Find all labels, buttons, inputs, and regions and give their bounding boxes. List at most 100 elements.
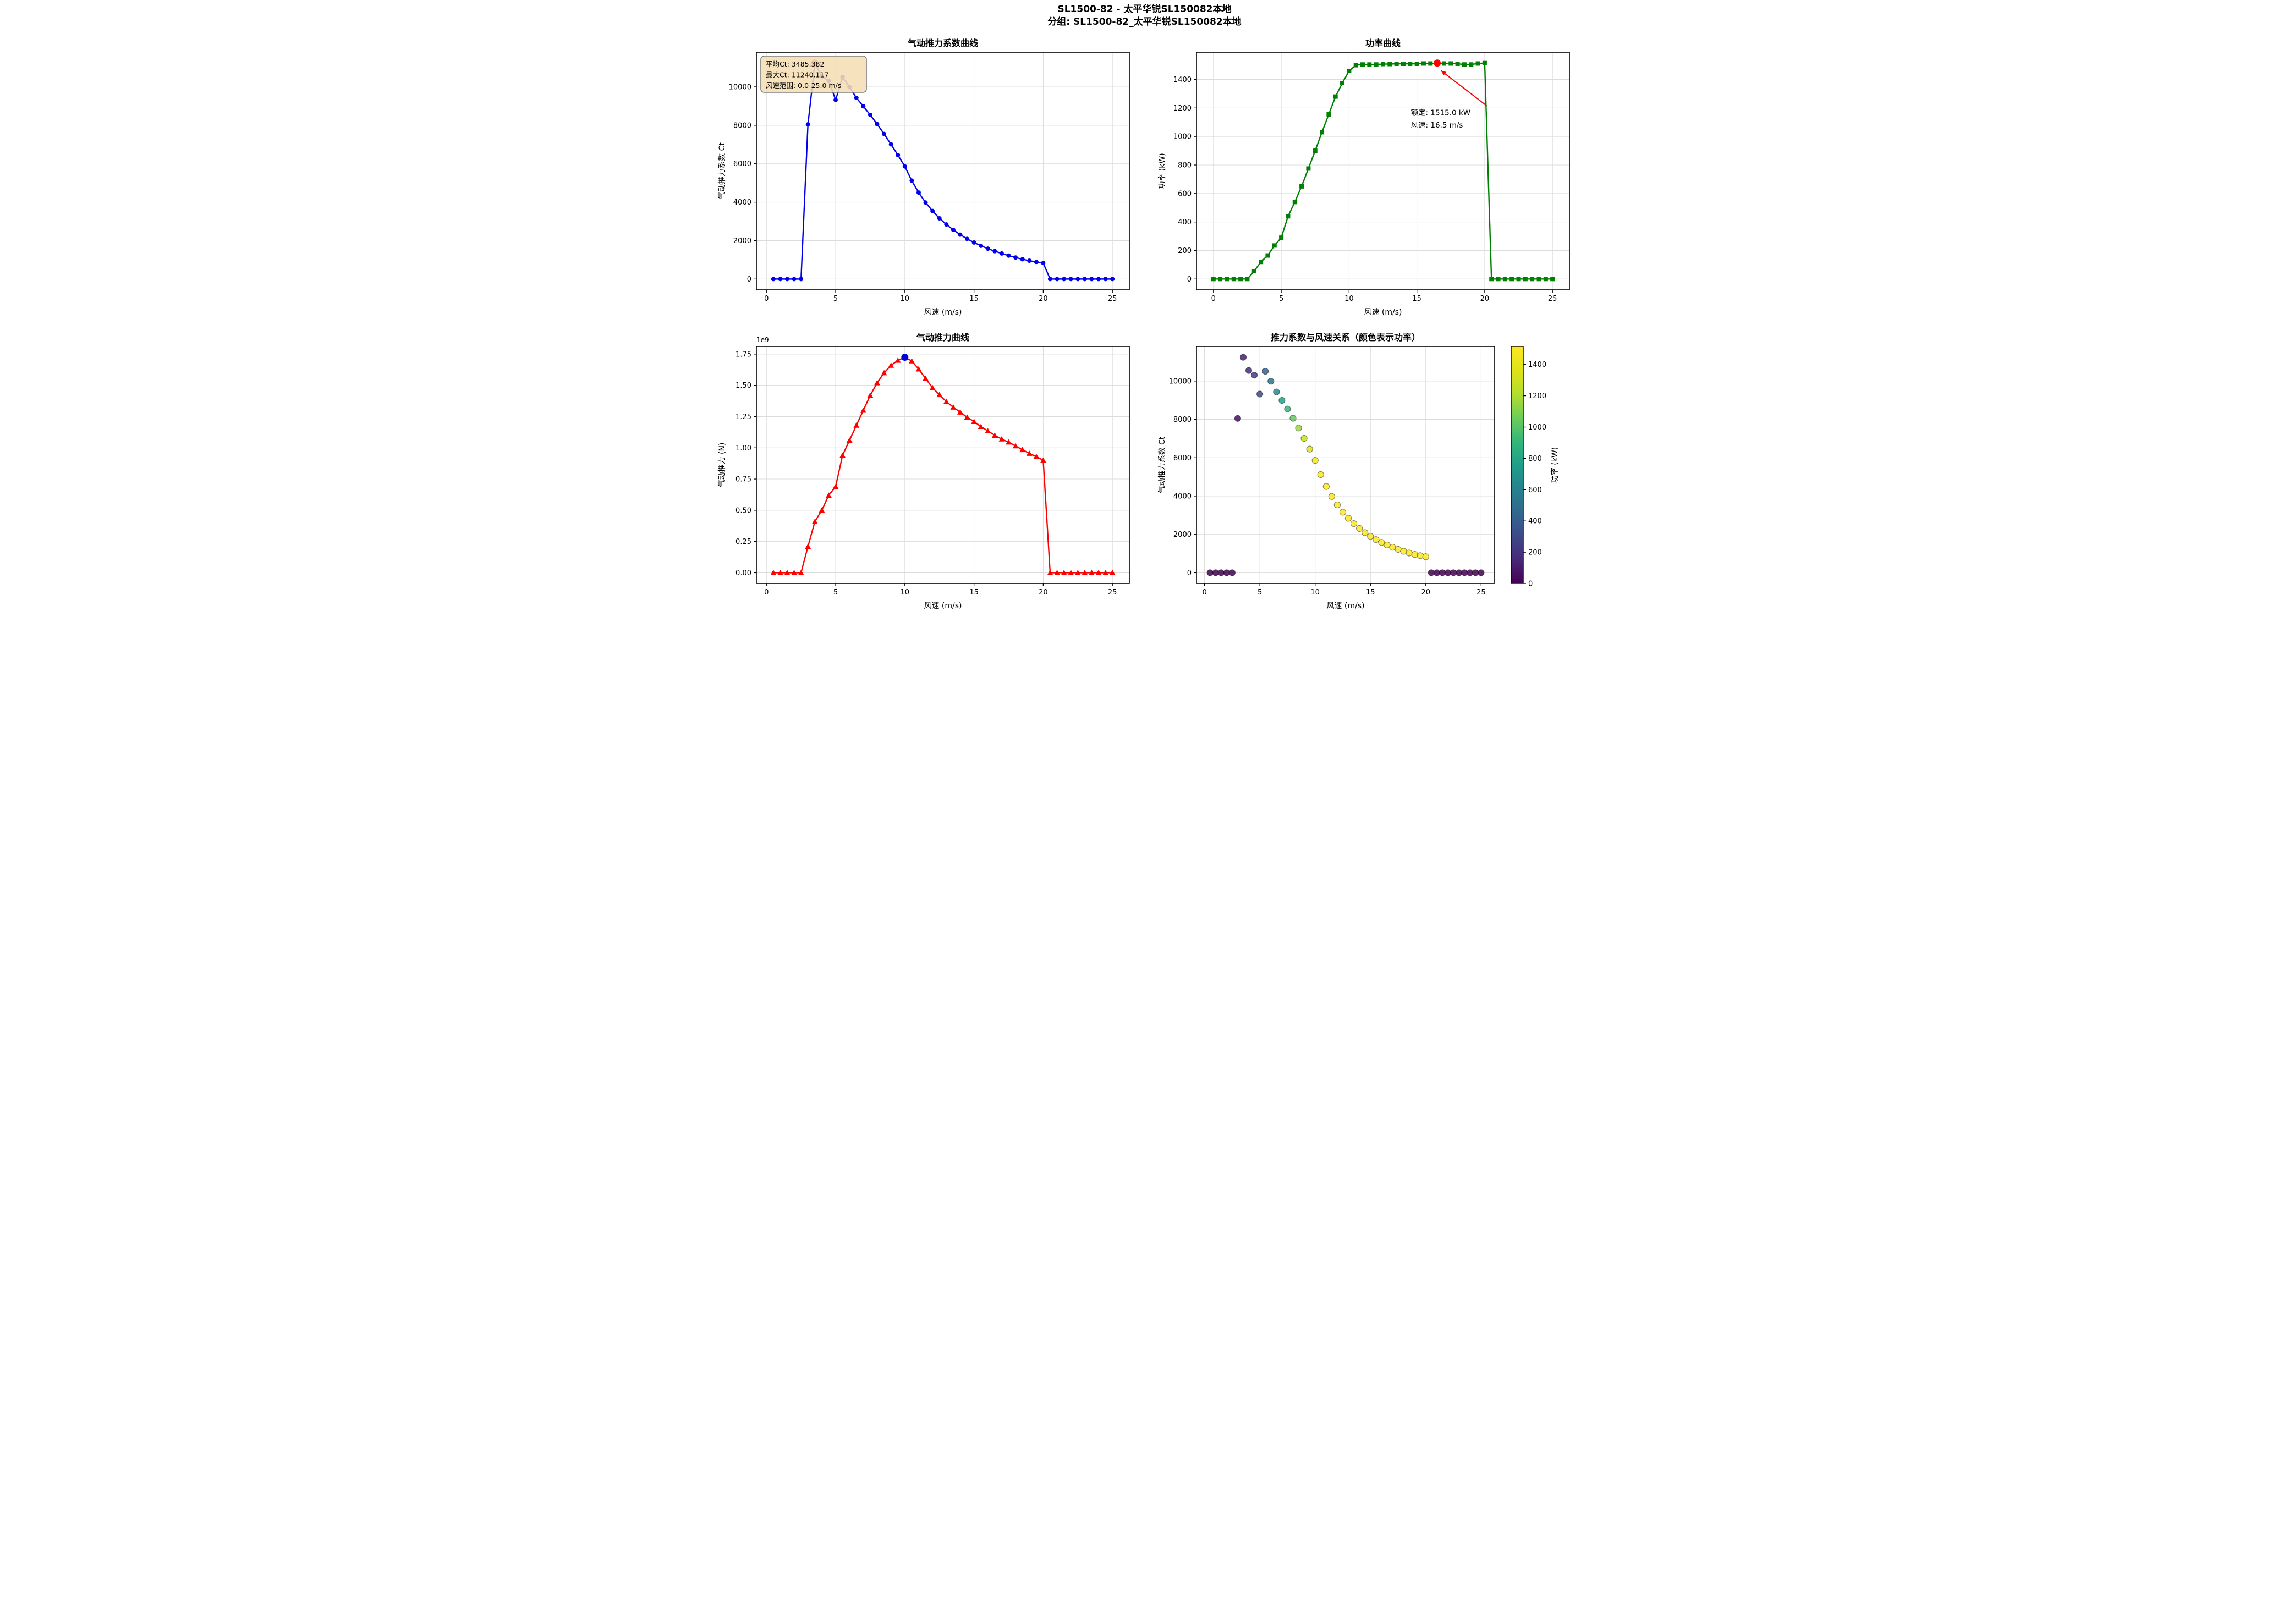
scatter-point (1388, 543, 1396, 551)
info-box-line: 平均Ct: 3485.382 (766, 60, 824, 68)
svg-text:0: 0 (1202, 588, 1206, 597)
ticks-ct_vs_wind_scatter (1193, 381, 1481, 586)
scatter-point (1399, 548, 1407, 555)
scatter-point (1361, 529, 1368, 536)
xlabel-ct_vs_wind_scatter: 风速 (m/s) (1326, 602, 1364, 610)
scatter-point (1422, 553, 1429, 560)
svg-text:10: 10 (900, 295, 909, 303)
scatter-point (1339, 509, 1346, 516)
svg-text:400: 400 (1178, 218, 1192, 227)
svg-text:0.25: 0.25 (735, 538, 751, 546)
rated-label-line2: 风速: 16.5 m/s (1410, 121, 1463, 130)
spines-ct_vs_wind_scatter (1195, 346, 1495, 584)
svg-text:200: 200 (1178, 247, 1192, 255)
title-ct_vs_wind_scatter: 推力系数与风速关系（颜色表示功率） (1270, 332, 1420, 343)
scatter-point (1245, 367, 1252, 374)
svg-text:20: 20 (1039, 295, 1048, 303)
suptitle-line2: 分组: SL1500-82_太平华锐SL150082本地 (1047, 16, 1242, 27)
svg-text:1000: 1000 (1173, 133, 1191, 141)
scatter-point (1250, 371, 1258, 379)
spines-power_curve (1195, 52, 1570, 290)
suptitle-line1: SL1500-82 - 太平华锐SL150082本地 (1057, 4, 1232, 15)
scatter-point (1328, 493, 1335, 500)
scatter-point (1272, 388, 1280, 395)
scatter-point (1372, 536, 1379, 543)
title-ct_curve: 气动推力系数曲线 (907, 38, 978, 48)
svg-text:4000: 4000 (1173, 492, 1191, 500)
svg-text:25: 25 (1107, 588, 1117, 597)
svg-text:4000: 4000 (733, 199, 751, 207)
title-power_curve: 功率曲线 (1365, 38, 1400, 48)
colorbar-label: 功率 (kW) (1550, 447, 1560, 483)
scatter-point (1294, 425, 1302, 432)
grid-thrust_curve (756, 346, 1129, 583)
ticks-power_curve (1193, 79, 1553, 293)
svg-text:0.00: 0.00 (735, 569, 751, 577)
colorbar-tick: 0 (1528, 580, 1533, 588)
scatter-point (1300, 434, 1308, 442)
ylabel-power_curve: 功率 (kW) (1157, 153, 1167, 189)
scatter-point (1477, 569, 1485, 576)
tick-labels-ct_curve: 0 5 10 15 20 25 0 2000 4000 6000 8000 10000 (728, 83, 1117, 303)
svg-text:800: 800 (1178, 161, 1192, 169)
series-ct_curve (771, 60, 1115, 282)
svg-text:5: 5 (1257, 588, 1261, 597)
chart-ct_vs_wind_scatter: 0 5 10 15 20 250200040006000800010000推力系数与风速关… (1158, 332, 1560, 610)
colorbar-tick: 400 (1528, 518, 1542, 526)
scatter-point (1267, 378, 1274, 385)
rated-label-line1: 额定: 1515.0 kW (1410, 108, 1470, 117)
scatter-point (1317, 471, 1324, 478)
ticks-thrust_curve (753, 354, 1113, 586)
colorbar: 0 200 400 600 800 1000 1200 1400 功率 (kW) (1510, 346, 1560, 588)
svg-text:25: 25 (1547, 295, 1557, 303)
info-box: 平均Ct: 3485.382 最大Ct: 11240.117 风速范围: 0.0-2… (760, 56, 867, 93)
svg-text:6000: 6000 (1173, 454, 1191, 463)
svg-text:15: 15 (969, 295, 979, 303)
spines-ct_curve (755, 52, 1130, 290)
svg-text:600: 600 (1178, 190, 1192, 198)
svg-text:1.50: 1.50 (735, 382, 751, 390)
svg-text:2000: 2000 (733, 237, 751, 245)
spines-thrust_curve (755, 346, 1130, 584)
scatter-point (1333, 501, 1341, 509)
ticks-ct_curve (753, 86, 1113, 293)
svg-text:10: 10 (900, 588, 909, 597)
scatter-point (1228, 569, 1236, 576)
svg-text:10: 10 (1344, 295, 1354, 303)
svg-text:10000: 10000 (1168, 377, 1191, 386)
svg-text:1200: 1200 (1173, 104, 1191, 113)
svg-text:6000: 6000 (733, 160, 751, 168)
axis-offset-text: 1e9 (756, 336, 769, 344)
line-thrust_curve (773, 356, 1112, 574)
svg-text:20: 20 (1421, 588, 1430, 597)
tick-labels-power_curve: 0 5 10 15 20 25 0 200 400 600 800 1000 1200 1400 (1173, 76, 1557, 303)
svg-text:0.75: 0.75 (735, 476, 751, 484)
scatter-point (1256, 390, 1263, 398)
chart-power_curve: 0 5 10 15 20 25 0 200 400 600 800 1000 1200 1400 功率曲线风… (1157, 38, 1570, 317)
scatter-point (1383, 541, 1391, 549)
svg-text:0.50: 0.50 (735, 507, 751, 515)
line-power_curve (1213, 62, 1552, 280)
series-thrust_curve (770, 354, 1116, 575)
scatter-point (1411, 550, 1418, 558)
svg-text:1400: 1400 (1173, 76, 1191, 84)
colorbar-tick: 1200 (1528, 392, 1546, 400)
grid-power_curve (1196, 52, 1569, 290)
svg-text:25: 25 (1107, 295, 1117, 303)
title-thrust_curve: 气动推力曲线 (915, 332, 969, 343)
colorbar-tick: 1000 (1528, 423, 1546, 432)
scatter-point (1239, 354, 1247, 361)
scatter-point (1405, 549, 1413, 557)
svg-text:0: 0 (1187, 569, 1191, 577)
figure-canvas: SL1500-82 - 太平华锐SL150082本地 分组: SL1500-82… (704, 0, 1585, 624)
scatter-point (1322, 483, 1330, 490)
figure-suptitle: SL1500-82 - 太平华锐SL150082本地 分组: SL1500-82… (705, 3, 1585, 29)
scatter-point (1305, 445, 1313, 453)
charts-svg: 0 5 10 15 20 250200040006000800010000气动推力系数曲线… (718, 38, 1570, 610)
colorbar-tick: 200 (1528, 549, 1542, 557)
svg-text:0: 0 (764, 295, 769, 303)
scatter-point (1289, 415, 1297, 422)
svg-text:0: 0 (764, 588, 769, 597)
svg-text:10: 10 (1310, 588, 1320, 597)
svg-text:2000: 2000 (1173, 531, 1191, 539)
